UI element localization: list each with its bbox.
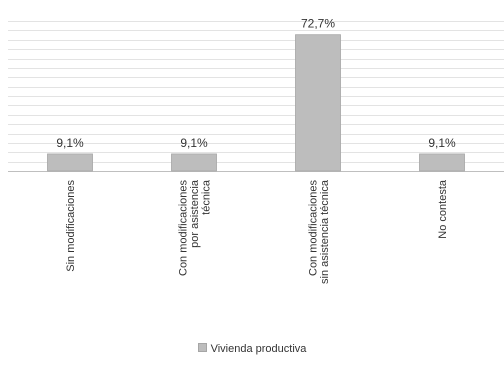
gridlines <box>8 21 504 163</box>
bar <box>295 34 341 172</box>
category-label: Con modificacionespor asistenciatécnica <box>178 179 213 276</box>
bars <box>47 34 465 172</box>
legend: Vivienda productiva <box>0 343 504 355</box>
category-label: Con modificacionessin asistencia técnica <box>307 179 331 284</box>
legend-swatch <box>197 343 207 352</box>
category-label: No contesta <box>437 179 449 239</box>
category-label-line: por asistencia <box>189 179 201 248</box>
data-label: 9,1% <box>56 136 84 150</box>
category-label-line: No contesta <box>437 179 449 239</box>
category-label-line: Sin modificaciones <box>65 180 77 272</box>
category-label-line: Con modificaciones <box>307 180 319 276</box>
bar <box>419 153 465 172</box>
category-label-line: técnica <box>201 179 213 215</box>
bar <box>47 153 93 172</box>
bar <box>171 153 217 172</box>
legend-label: Vivienda productiva <box>210 343 307 355</box>
data-label: 9,1% <box>180 136 208 150</box>
category-labels: Sin modificaciones Con modificacionespor … <box>65 179 449 284</box>
data-labels: 9,1% 9,1% 72,7% 9,1% <box>56 17 456 150</box>
data-label: 9,1% <box>428 136 456 150</box>
category-label-line: Con modificaciones <box>178 180 190 276</box>
data-label: 72,7% <box>301 17 335 31</box>
category-label: Sin modificaciones <box>65 180 77 272</box>
category-label-line: sin asistencia técnica <box>319 179 331 284</box>
